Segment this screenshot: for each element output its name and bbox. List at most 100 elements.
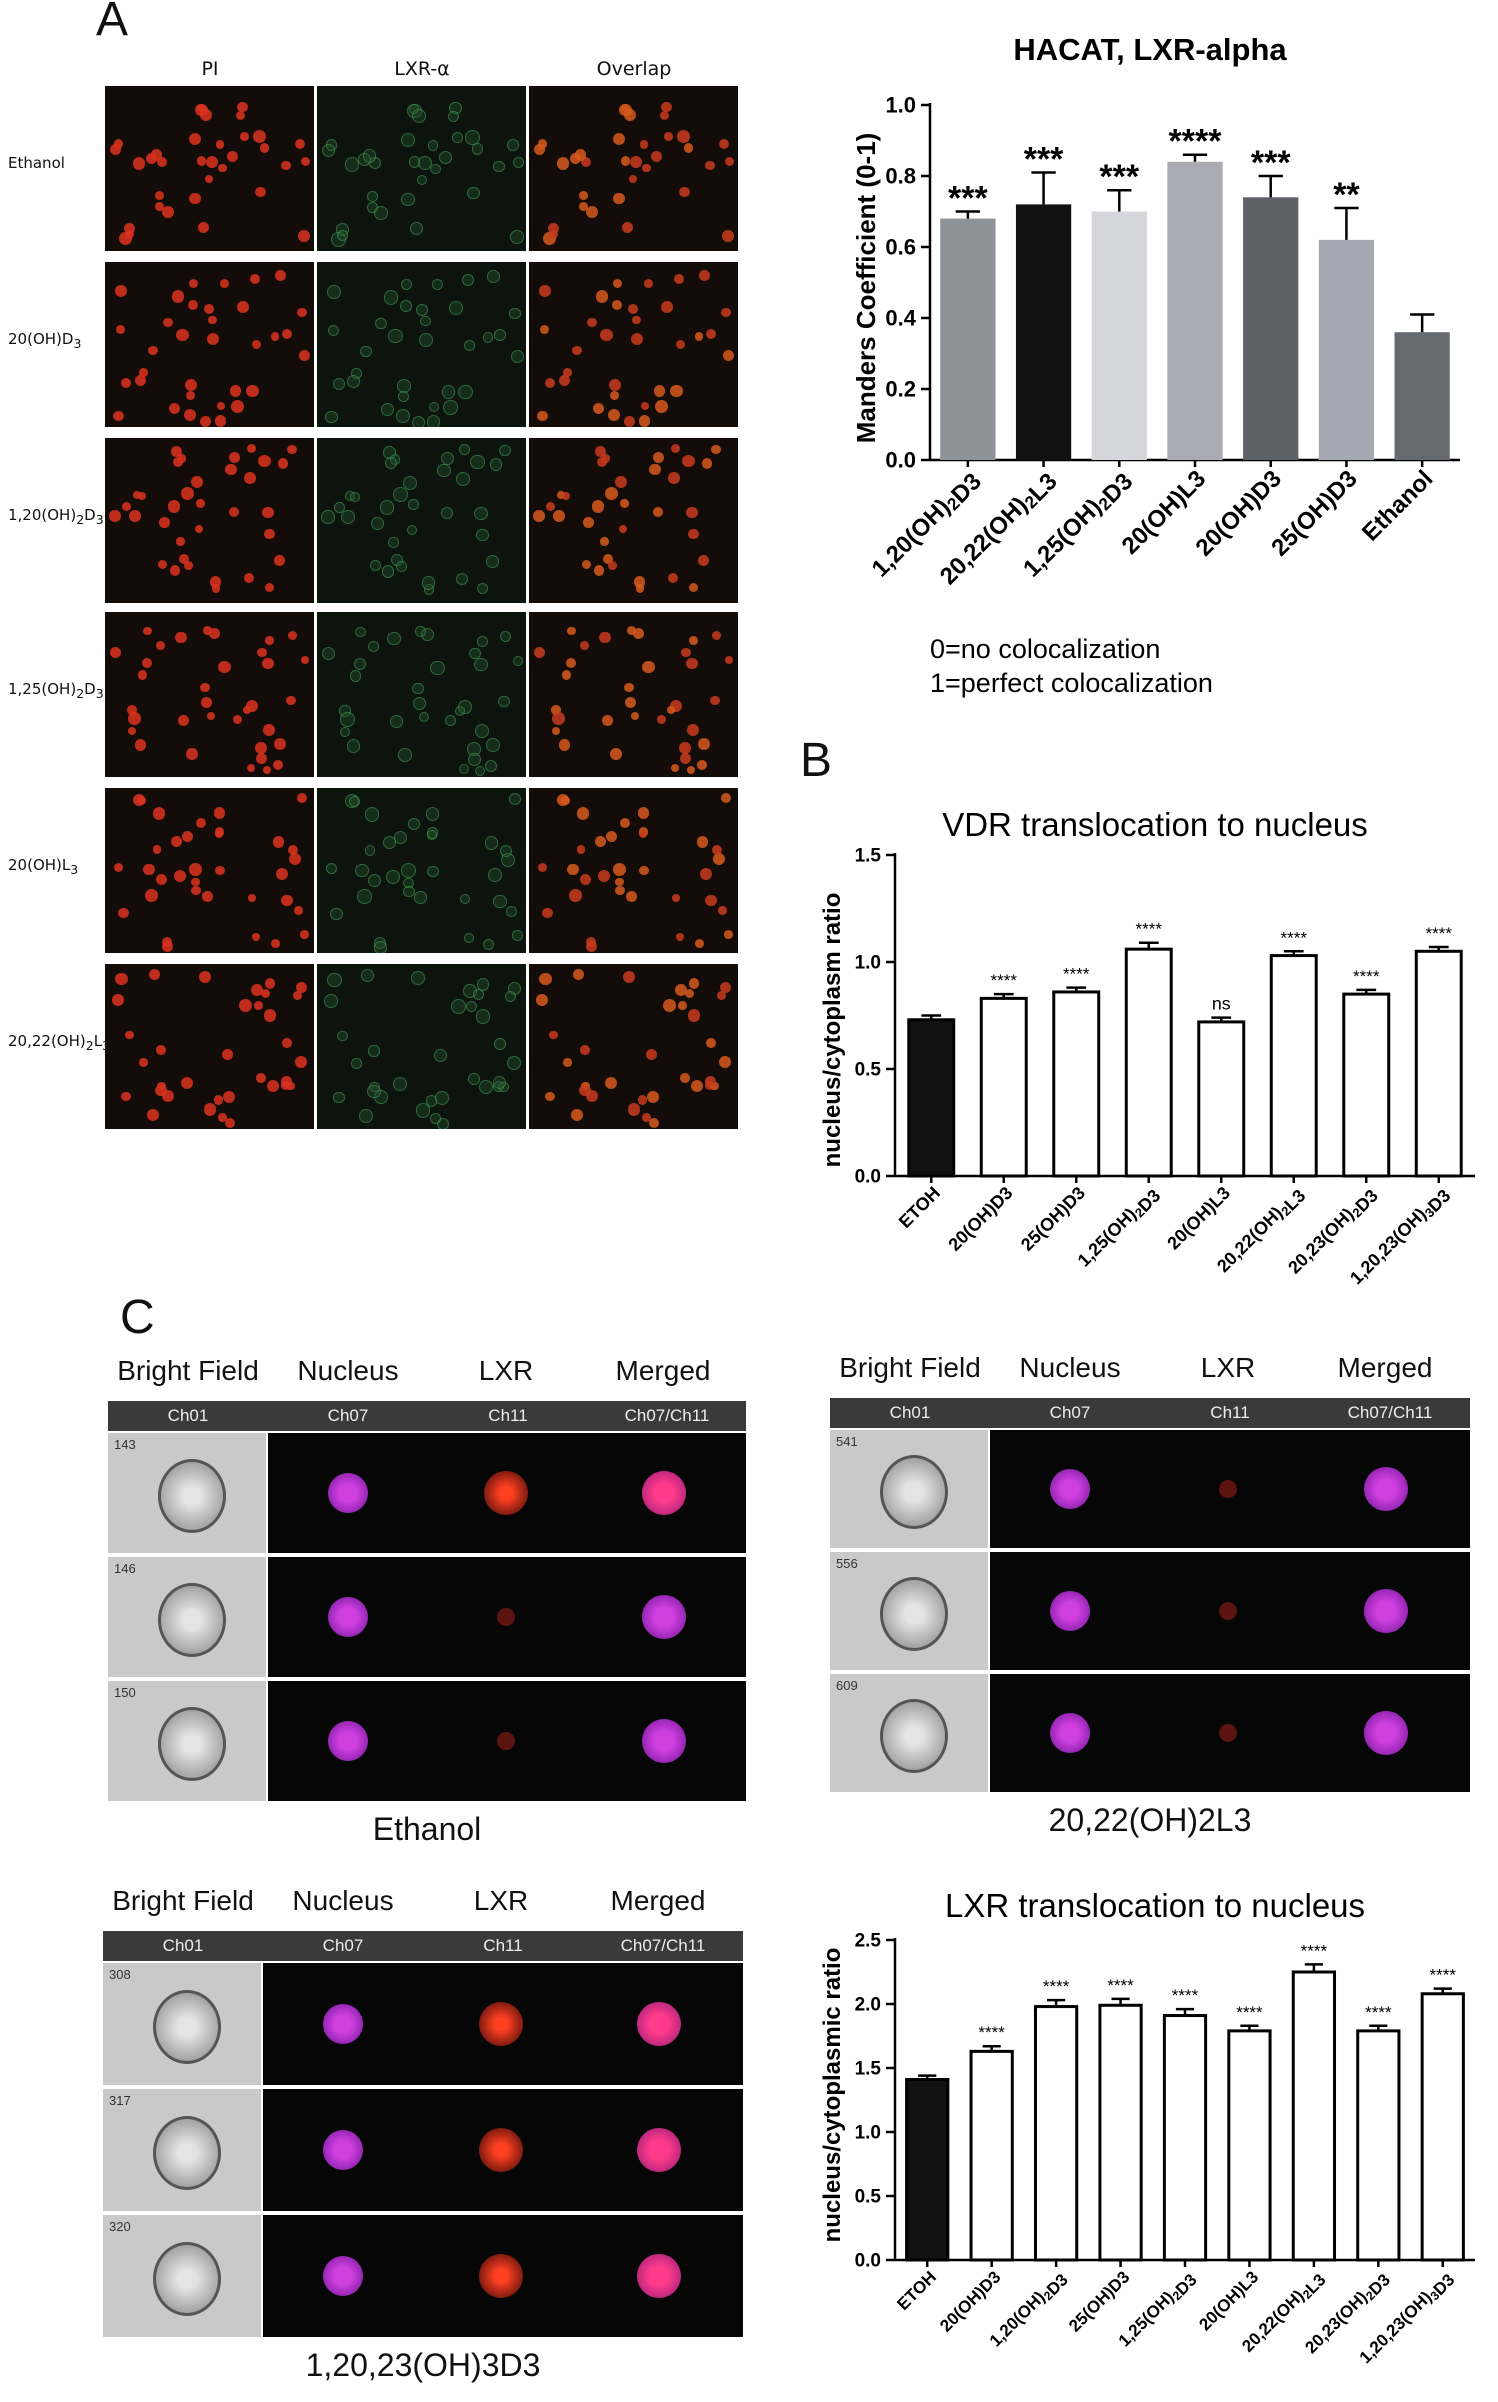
cell	[176, 537, 185, 546]
cell	[175, 631, 187, 644]
cell	[448, 110, 460, 122]
merged-signal	[637, 2002, 681, 2046]
bright-field-image: 143	[108, 1433, 266, 1553]
cell	[718, 1055, 731, 1069]
cell	[640, 401, 650, 411]
cell	[676, 130, 690, 144]
event-id: 150	[114, 1685, 136, 1700]
cell	[255, 752, 268, 765]
cell	[281, 161, 291, 171]
cell	[482, 332, 494, 343]
cell	[411, 970, 426, 986]
cell	[539, 285, 551, 297]
cell	[246, 444, 257, 454]
cell	[282, 1038, 293, 1049]
cell	[582, 559, 592, 570]
cell	[163, 318, 173, 328]
cell	[180, 1076, 194, 1090]
bar	[907, 1018, 956, 1178]
y-tick-label: 0.8	[885, 164, 916, 189]
cell	[374, 941, 387, 953]
cell	[602, 715, 614, 727]
cell	[398, 391, 409, 403]
cell	[171, 290, 185, 303]
cell	[513, 157, 525, 169]
cell	[673, 273, 684, 284]
bright-field-image: 308	[103, 1963, 261, 2085]
cell	[623, 970, 636, 984]
cell	[434, 1090, 450, 1106]
cell	[451, 999, 467, 1015]
col-header-overlap: Overlap	[596, 58, 672, 80]
cell	[353, 657, 367, 671]
fluorescence-strip	[268, 1681, 746, 1801]
y-tick-label: 0.5	[855, 1060, 882, 1081]
overlap-image	[529, 788, 738, 953]
pi-image	[105, 612, 314, 777]
cell	[700, 868, 712, 881]
cell	[592, 403, 604, 415]
cell	[643, 278, 653, 288]
bar	[1197, 1020, 1246, 1178]
channel-label: Ch07/Ch11	[620, 1936, 706, 1955]
cell	[646, 1090, 660, 1104]
cell	[719, 981, 732, 994]
cell	[292, 990, 302, 1001]
cell	[572, 345, 582, 356]
cell	[127, 705, 138, 715]
cell	[507, 139, 520, 152]
panel-label-a: A	[96, 0, 129, 46]
significance-label: ****	[1430, 1966, 1457, 1985]
cell	[474, 506, 488, 521]
cell	[176, 328, 189, 342]
cell	[256, 1073, 266, 1083]
cell	[161, 205, 174, 219]
cell	[615, 885, 625, 896]
cell	[449, 301, 463, 315]
cell	[612, 862, 626, 876]
cell	[244, 472, 256, 485]
y-tick-label: 1.0	[855, 2123, 881, 2144]
merged-signal	[642, 1719, 686, 1763]
cell	[578, 191, 588, 201]
cell	[565, 657, 577, 669]
row-label: 20(OH)D3	[8, 330, 82, 351]
cell	[613, 192, 625, 205]
lxr-signal	[479, 2128, 523, 2172]
cell	[167, 500, 181, 513]
cell	[236, 110, 246, 120]
cell	[556, 491, 566, 500]
cell	[113, 410, 124, 422]
channel-bar: Ch01 Ch07 Ch11 Ch07/Ch11	[103, 1931, 743, 1961]
bar	[1269, 954, 1318, 1178]
bar	[1318, 239, 1375, 460]
cell	[580, 641, 590, 650]
cell	[143, 863, 156, 876]
cell	[330, 907, 343, 921]
cell	[567, 626, 577, 636]
cell	[596, 457, 608, 468]
cell	[548, 222, 560, 234]
cell	[684, 988, 695, 999]
cell	[348, 795, 360, 808]
cell	[258, 454, 272, 468]
cell	[384, 457, 398, 470]
cell	[621, 221, 633, 233]
nucleus-signal	[323, 2130, 363, 2170]
event-id: 317	[109, 2093, 131, 2108]
cell	[189, 192, 201, 205]
cell	[548, 229, 558, 240]
col-header-pi: PI	[201, 58, 219, 80]
cell	[200, 415, 212, 427]
cell	[537, 410, 548, 422]
significance-label: ****	[1169, 123, 1223, 161]
event-id: 308	[109, 1967, 131, 1982]
cell	[698, 555, 710, 567]
cell	[287, 444, 297, 455]
cell	[143, 626, 153, 636]
significance-label: ****	[1365, 2003, 1392, 2022]
cell	[456, 472, 470, 487]
cell	[710, 1081, 719, 1091]
cell	[364, 844, 376, 856]
cell	[215, 415, 227, 427]
